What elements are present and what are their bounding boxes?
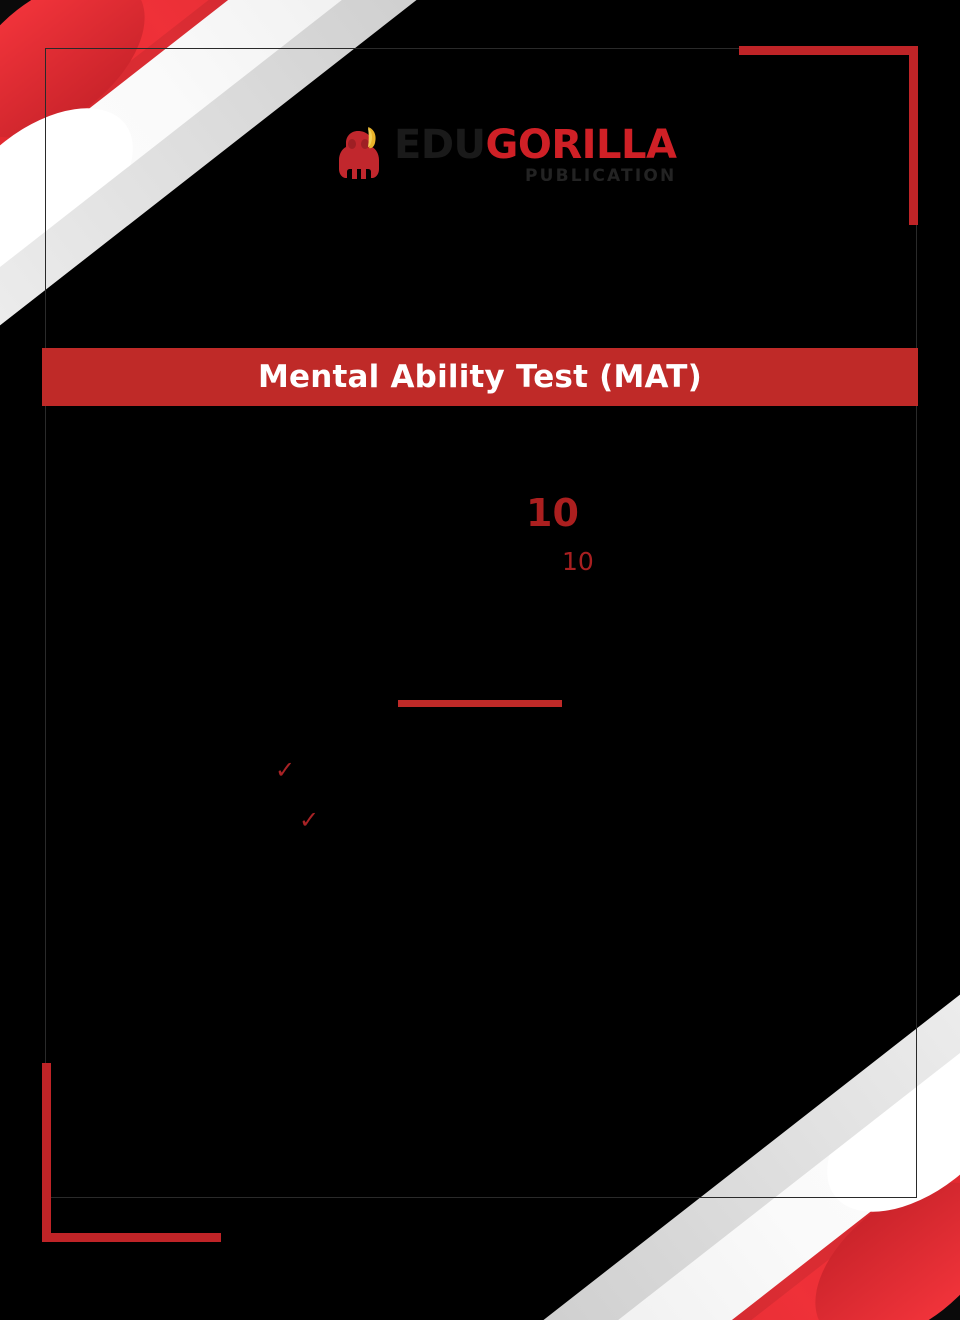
ribbon-band-grey bbox=[445, 928, 960, 1320]
ribbon-band-black bbox=[567, 1084, 960, 1320]
guide-line-bottom bbox=[45, 1197, 917, 1198]
count-small: 10 bbox=[562, 547, 594, 576]
ribbon-wave-black bbox=[880, 1173, 960, 1320]
edugorilla-logo: EDUGORILLA PUBLICATION bbox=[330, 122, 677, 188]
ribbon-wave-white bbox=[798, 1019, 960, 1244]
checkmark-icon: ✓ bbox=[299, 806, 320, 834]
ribbon-wave-red bbox=[786, 1150, 960, 1320]
ribbon-decoration-bottom-right bbox=[445, 928, 960, 1320]
guide-line-right bbox=[916, 48, 917, 1198]
ribbon-wave-white bbox=[0, 76, 162, 301]
logo-word-edu: EDU bbox=[394, 122, 486, 168]
checkmark-icon: ✓ bbox=[275, 756, 296, 784]
title-banner: Mental Ability Test (MAT) bbox=[42, 348, 918, 406]
page-title: Mental Ability Test (MAT) bbox=[257, 359, 702, 395]
ribbon-wave-black bbox=[0, 0, 80, 147]
count-large: 10 bbox=[526, 491, 579, 535]
ribbon-decoration-top-left bbox=[0, 0, 515, 392]
ribbon-wave-red bbox=[0, 0, 174, 170]
gorilla-icon bbox=[330, 125, 388, 185]
ribbon-band-white-upper bbox=[0, 0, 345, 175]
guide-line-top bbox=[45, 48, 917, 49]
ribbon-band-black bbox=[0, 0, 393, 236]
ribbon-band-white bbox=[467, 956, 960, 1320]
logo-subtitle: PUBLICATION bbox=[524, 166, 677, 186]
ribbon-band-red bbox=[524, 1029, 960, 1320]
ribbon-band-white-upper bbox=[615, 1145, 960, 1320]
corner-bracket-top-right bbox=[739, 46, 918, 225]
ribbon-band-grey bbox=[0, 0, 515, 392]
guide-line-left bbox=[45, 48, 46, 1198]
ribbon-band-red-secondary bbox=[508, 1008, 960, 1320]
corner-bracket-bottom-left bbox=[42, 1063, 221, 1242]
section-divider bbox=[398, 700, 562, 707]
logo-word-gorilla: GORILLA bbox=[485, 122, 677, 168]
logo-wordmark: EDUGORILLA PUBLICATION bbox=[394, 122, 677, 186]
